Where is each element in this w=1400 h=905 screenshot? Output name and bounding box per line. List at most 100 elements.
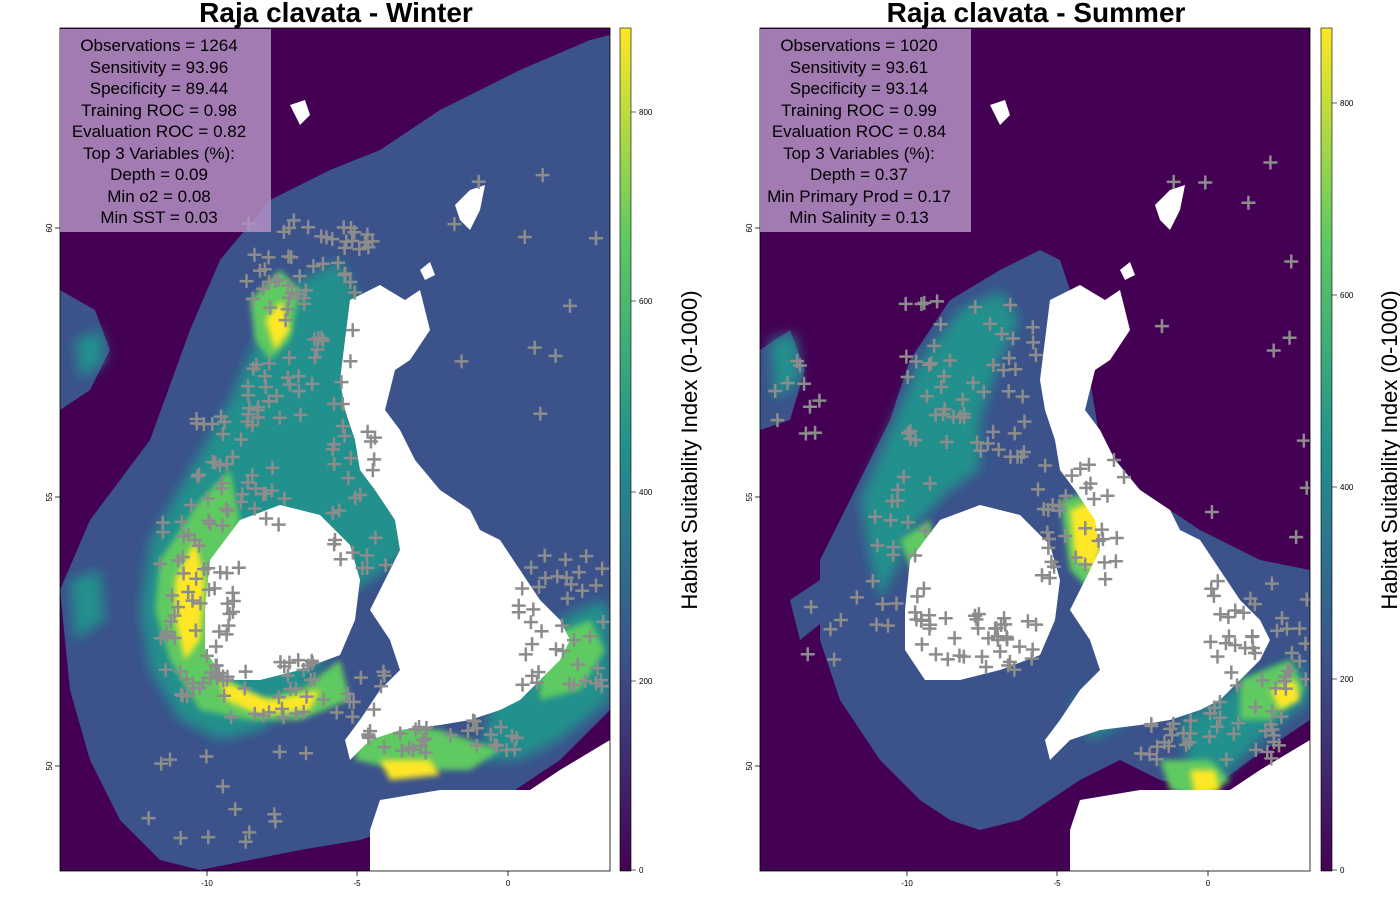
observation-marker xyxy=(976,384,991,399)
observation-marker xyxy=(337,429,352,444)
observation-marker xyxy=(208,658,223,673)
observation-marker xyxy=(222,606,237,621)
observation-marker xyxy=(1228,638,1243,653)
y-axis: 50 55 60 xyxy=(745,223,760,770)
observation-marker xyxy=(1263,155,1278,170)
observation-marker xyxy=(238,664,253,679)
observation-marker xyxy=(1058,488,1073,503)
observation-marker xyxy=(272,410,287,425)
observation-marker xyxy=(221,618,236,633)
observation-markers xyxy=(768,155,1310,767)
observation-marker xyxy=(1213,607,1228,622)
observation-marker xyxy=(280,370,295,385)
stat-line: Training ROC = 0.99 xyxy=(781,101,937,120)
observation-marker xyxy=(515,677,530,692)
observation-marker xyxy=(533,406,548,421)
observation-marker xyxy=(1154,319,1169,334)
observation-marker xyxy=(1001,658,1016,673)
observation-marker xyxy=(289,706,304,721)
observation-marker xyxy=(277,491,292,506)
observation-marker xyxy=(340,686,355,701)
observation-marker xyxy=(1263,717,1278,732)
observation-marker xyxy=(922,608,937,623)
observation-marker xyxy=(154,756,169,771)
observation-marker xyxy=(943,353,958,368)
observation-marker xyxy=(155,525,170,540)
stat-line: Specificity = 89.44 xyxy=(90,79,228,98)
observation-marker xyxy=(812,393,827,408)
observation-marker xyxy=(413,739,428,754)
observation-marker xyxy=(1179,737,1194,752)
observation-marker xyxy=(460,723,475,738)
observation-marker xyxy=(515,581,530,596)
observation-marker xyxy=(969,612,984,627)
observation-marker xyxy=(1025,320,1040,335)
observation-marker xyxy=(1202,729,1217,744)
observation-marker xyxy=(153,556,168,571)
x-tick-label: -5 xyxy=(1053,879,1061,888)
observation-marker xyxy=(1212,695,1227,710)
observation-marker xyxy=(564,577,579,592)
observation-marker xyxy=(159,624,174,639)
observation-marker xyxy=(1284,646,1299,661)
observation-marker xyxy=(171,600,186,615)
x-tick-label: -10 xyxy=(201,879,213,888)
observation-marker xyxy=(245,291,260,306)
observation-marker xyxy=(823,622,838,637)
stat-line: Evaluation ROC = 0.82 xyxy=(72,122,246,141)
observation-marker xyxy=(188,623,203,638)
observation-marker xyxy=(180,689,195,704)
color-legend: 0 200 400 600 800 Habitat Suitability In… xyxy=(1320,27,1400,875)
observation-marker xyxy=(768,383,783,398)
observation-marker xyxy=(212,624,227,639)
stat-line: Evaluation ROC = 0.84 xyxy=(772,122,946,141)
observation-marker xyxy=(245,468,260,483)
observation-marker xyxy=(940,652,955,667)
observation-marker xyxy=(517,230,532,245)
faroe xyxy=(990,100,1010,125)
observation-marker xyxy=(299,746,314,761)
observation-marker xyxy=(1299,592,1310,607)
observation-marker xyxy=(301,220,316,235)
observation-marker xyxy=(934,380,949,395)
stat-line: Top 3 Variables (%): xyxy=(83,144,235,163)
stat-line: Top 3 Variables (%): xyxy=(783,144,935,163)
observation-marker xyxy=(256,708,271,723)
observation-marker xyxy=(271,517,286,532)
observation-marker xyxy=(291,369,306,384)
observation-marker xyxy=(908,605,923,620)
observation-marker xyxy=(947,631,962,646)
observation-marker xyxy=(335,419,350,434)
observation-marker xyxy=(983,316,998,331)
observation-marker xyxy=(956,407,971,422)
observation-marker xyxy=(780,376,795,391)
observation-marker xyxy=(282,377,297,392)
observation-marker xyxy=(939,434,954,449)
observation-marker xyxy=(804,600,819,615)
observation-marker xyxy=(1198,175,1213,190)
observation-marker xyxy=(974,649,989,664)
observation-marker xyxy=(237,681,252,696)
observation-marker xyxy=(163,752,178,767)
observation-marker xyxy=(1183,726,1198,741)
observation-marker xyxy=(1024,651,1039,666)
observation-marker xyxy=(548,642,563,657)
orkney xyxy=(420,262,435,280)
observation-marker xyxy=(1078,521,1093,536)
observation-marker xyxy=(928,407,943,422)
observation-marker xyxy=(231,560,246,575)
observation-marker xyxy=(1298,672,1310,687)
legend-tick: 400 xyxy=(639,488,653,497)
stat-line: Observations = 1020 xyxy=(780,36,937,55)
observation-marker xyxy=(937,369,952,384)
observation-marker xyxy=(234,432,249,447)
observation-marker xyxy=(991,442,1006,457)
observation-marker xyxy=(280,668,295,683)
observation-marker xyxy=(1298,636,1310,651)
observation-marker xyxy=(158,662,173,677)
observation-marker xyxy=(562,298,577,313)
observation-marker xyxy=(240,414,255,429)
observation-marker xyxy=(538,570,553,585)
observation-marker xyxy=(359,235,374,250)
observation-marker xyxy=(247,247,262,262)
